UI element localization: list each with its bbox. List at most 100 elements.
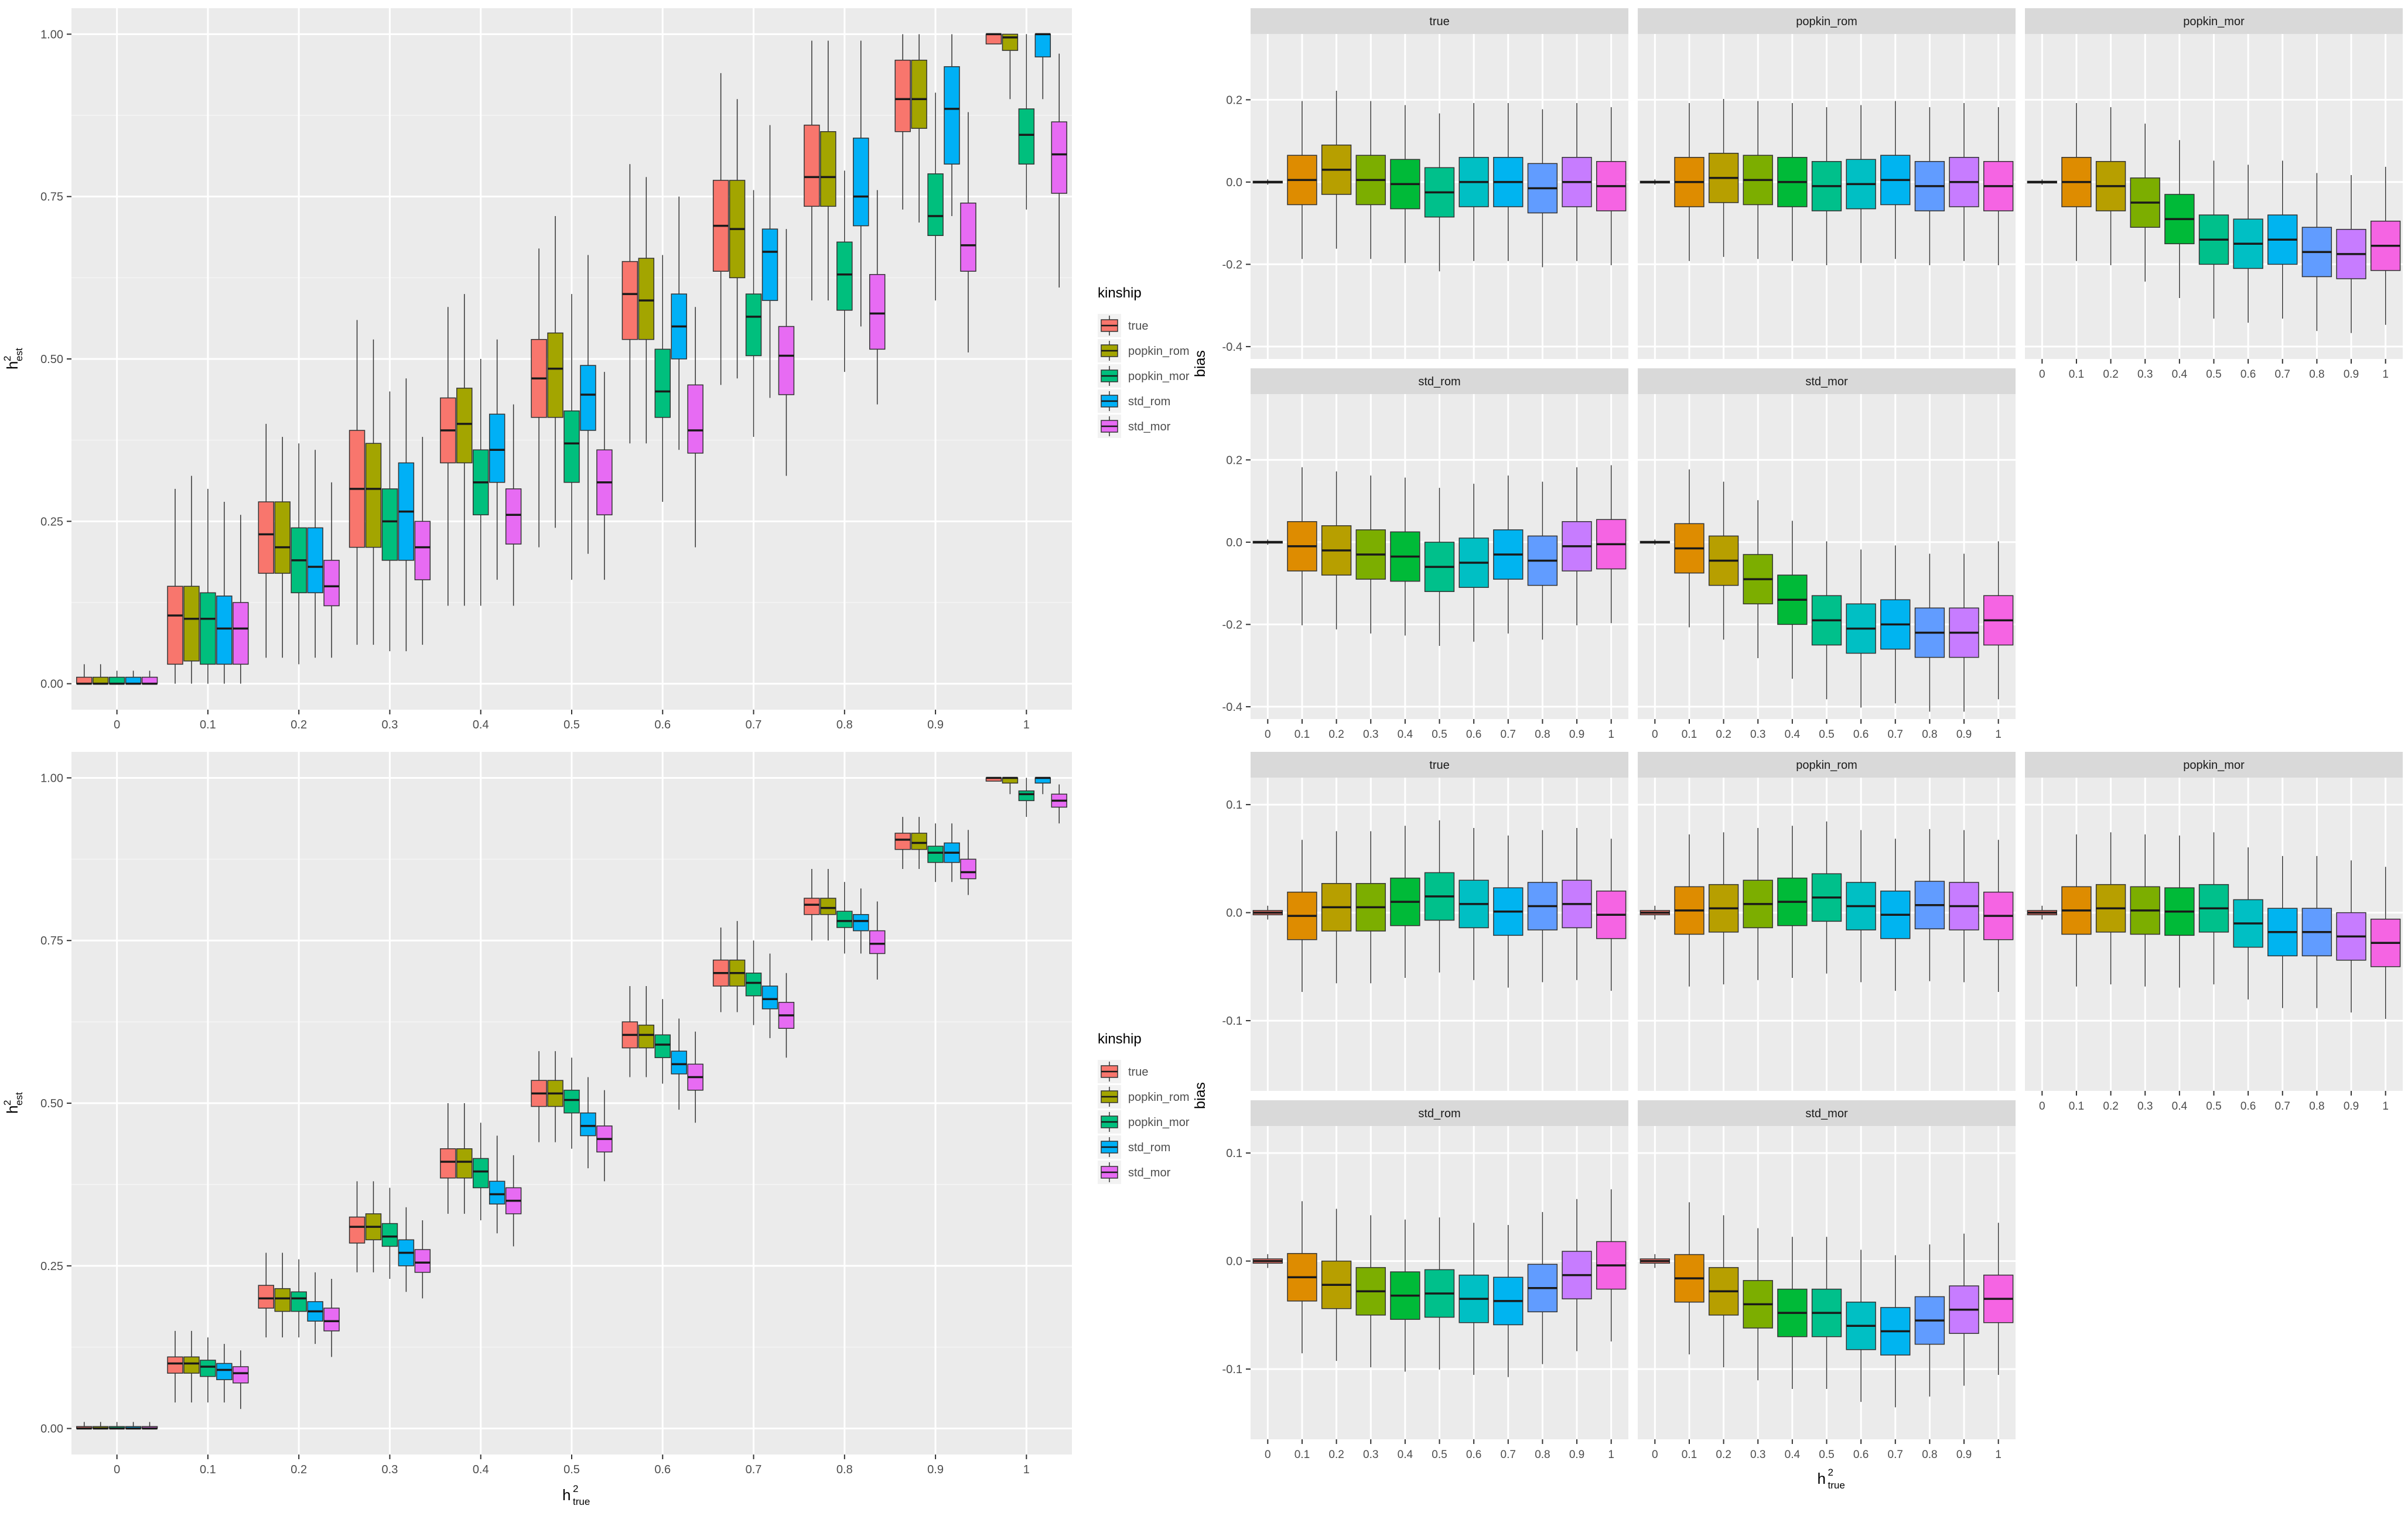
boxplot bbox=[2233, 165, 2263, 323]
x-tick-label: 0.8 bbox=[1535, 728, 1550, 741]
boxplot bbox=[1674, 103, 1705, 261]
boxplot bbox=[804, 40, 820, 301]
boxplot bbox=[398, 1207, 415, 1292]
x-axis-title-sup: 2 bbox=[573, 1483, 578, 1494]
boxplot bbox=[200, 488, 216, 684]
boxplot bbox=[473, 359, 489, 606]
boxplot bbox=[258, 423, 275, 658]
boxplot bbox=[1777, 521, 1808, 679]
boxplot bbox=[1034, 33, 1051, 100]
boxplot bbox=[291, 1259, 307, 1337]
legend-label: popkin_rom bbox=[1128, 1091, 1190, 1104]
boxplot bbox=[349, 320, 366, 645]
boxplot bbox=[1914, 553, 1945, 712]
boxplot bbox=[108, 670, 125, 685]
box bbox=[804, 124, 820, 207]
box bbox=[216, 1363, 233, 1380]
legend-label: true bbox=[1128, 1066, 1148, 1079]
boxplot bbox=[687, 307, 703, 547]
box bbox=[960, 858, 976, 880]
boxplot bbox=[869, 901, 886, 980]
boxplot bbox=[365, 1181, 382, 1272]
boxplot bbox=[456, 294, 473, 606]
boxplot bbox=[1424, 820, 1455, 973]
y-tick-label: 0.1 bbox=[1226, 1147, 1242, 1160]
y-axis-title-main: h bbox=[4, 1106, 21, 1114]
box bbox=[853, 138, 869, 227]
facet-strip bbox=[1251, 8, 1628, 34]
boxplot bbox=[2027, 179, 2057, 185]
boxplot bbox=[307, 1272, 323, 1344]
legend-label: popkin_mor bbox=[1128, 1116, 1190, 1129]
x-tick-label: 0.9 bbox=[2344, 1100, 2359, 1113]
x-tick-label: 1 bbox=[1995, 1449, 2001, 1461]
boxplot bbox=[2301, 855, 2332, 1008]
x-tick-label: 0.6 bbox=[1853, 728, 1869, 741]
boxplot bbox=[1390, 105, 1420, 263]
chart-scatter_bottom: 0.00 0.25 0.50 0.75 1.00 0 0.1 0.2 0.3 0.4 0.5 0.6 0… bbox=[2, 752, 1190, 1507]
boxplot bbox=[258, 1253, 275, 1337]
boxplot bbox=[1459, 484, 1489, 642]
boxplot bbox=[456, 1103, 473, 1214]
boxplot bbox=[894, 34, 911, 210]
boxplot bbox=[1287, 1201, 1317, 1354]
box bbox=[258, 1285, 275, 1309]
boxplot bbox=[2164, 835, 2195, 988]
boxplot bbox=[654, 255, 671, 502]
box bbox=[381, 1223, 398, 1247]
x-tick-label: 0 bbox=[1652, 1449, 1658, 1461]
box bbox=[440, 1148, 456, 1179]
boxplot bbox=[2164, 140, 2195, 299]
y-axis-title-sup: 2 bbox=[2, 356, 13, 361]
boxplot bbox=[274, 437, 291, 658]
boxplot bbox=[1674, 1202, 1705, 1354]
box bbox=[621, 261, 638, 340]
boxplot bbox=[1674, 469, 1705, 628]
facet-panel: std_mor 0 0.1 0.2 0.3 0.4 0.5 0.6 0.7 0.8 0.9 1 bbox=[1638, 1100, 2016, 1461]
boxplot bbox=[1846, 105, 1876, 263]
boxplot bbox=[349, 1181, 366, 1272]
boxplot bbox=[563, 1058, 580, 1149]
boxplot bbox=[1983, 1223, 2014, 1375]
box bbox=[307, 527, 323, 594]
boxplot bbox=[489, 339, 505, 580]
boxplot bbox=[1390, 826, 1420, 978]
x-axis-title-main: h bbox=[1818, 1470, 1826, 1487]
boxplot bbox=[1287, 467, 1317, 625]
boxplot bbox=[960, 830, 976, 895]
box bbox=[869, 274, 886, 350]
boxplot bbox=[274, 1253, 291, 1337]
boxplot bbox=[167, 1330, 183, 1403]
boxplot bbox=[745, 190, 762, 437]
y-axis-title-main: h bbox=[4, 361, 21, 369]
x-tick-label: 0.9 bbox=[927, 718, 944, 731]
x-tick-label: 0.2 bbox=[1328, 728, 1344, 741]
box bbox=[580, 365, 596, 431]
x-tick-label: 0.5 bbox=[1432, 728, 1447, 741]
boxplot bbox=[505, 1155, 522, 1247]
boxplot bbox=[1252, 1254, 1283, 1268]
y-axis-title: h2 est bbox=[2, 1092, 25, 1114]
box bbox=[820, 131, 836, 207]
boxplot bbox=[944, 823, 960, 882]
legend-label: std_mor bbox=[1128, 420, 1171, 433]
y-tick-label: 0.75 bbox=[40, 935, 63, 947]
x-tick-label: 0.3 bbox=[382, 718, 398, 731]
boxplot bbox=[1355, 1215, 1386, 1368]
boxplot bbox=[1493, 475, 1524, 634]
boxplot bbox=[911, 34, 927, 223]
facet-strip-label: popkin_mor bbox=[2183, 15, 2245, 28]
y-tick-label: 1.00 bbox=[40, 772, 63, 785]
x-tick-label: 0.3 bbox=[382, 1463, 398, 1476]
y-axis-title-main: bias bbox=[1192, 350, 1208, 377]
facet-strip bbox=[1251, 1100, 1628, 1126]
facet-strip-label: popkin_rom bbox=[1796, 15, 1857, 28]
x-tick-label: 0.1 bbox=[2069, 368, 2084, 381]
boxplot bbox=[2095, 832, 2126, 985]
boxplot bbox=[638, 986, 655, 1077]
boxplot bbox=[440, 307, 456, 606]
boxplot bbox=[2130, 834, 2160, 987]
facet-strip bbox=[1638, 1100, 2016, 1126]
boxplot bbox=[1459, 827, 1489, 980]
legend-title: kinship bbox=[1098, 1031, 1142, 1047]
